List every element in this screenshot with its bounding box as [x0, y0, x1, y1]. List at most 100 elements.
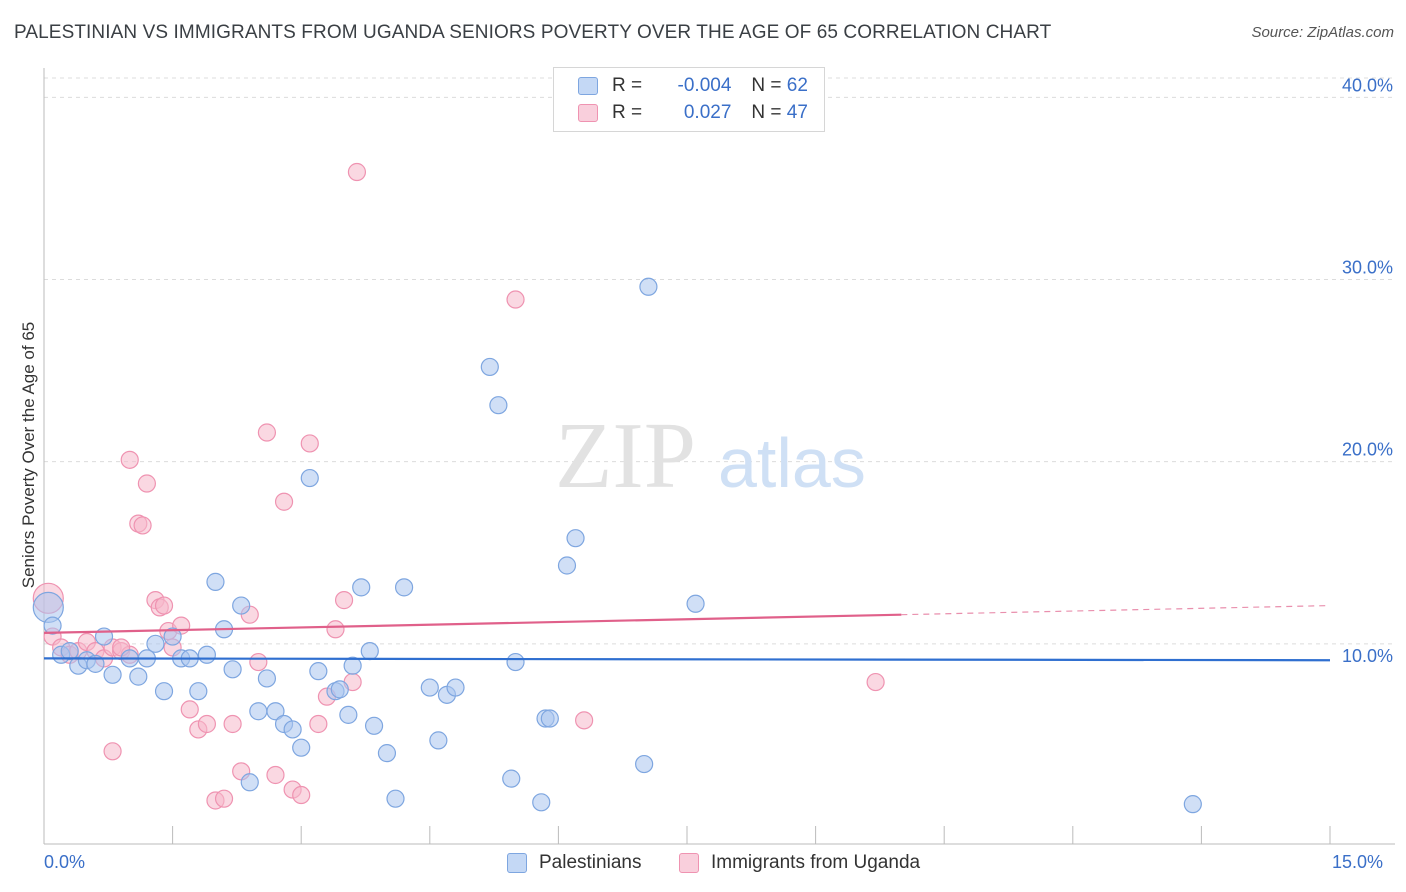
y-axis-label: Seniors Poverty Over the Age of 65 — [19, 321, 38, 589]
legend-row-uganda: R = 0.027 N = 47 — [578, 100, 808, 126]
bottom-legend-swatch-blue — [507, 853, 527, 873]
y-tick-label: 10.0% — [1342, 646, 1393, 666]
legend-n-label: N = — [751, 102, 782, 123]
x-tick-min: 0.0% — [44, 852, 86, 872]
uganda-point — [120, 450, 139, 469]
palestinian-point — [206, 572, 225, 591]
legend-r-label: R = — [612, 75, 643, 96]
palestinian-point — [300, 468, 319, 488]
legend-r-value: 0.027 — [683, 102, 732, 123]
palestinian-point — [394, 578, 414, 597]
legend-n-value: 47 — [786, 102, 808, 123]
palestinian-point — [86, 654, 105, 673]
palestinian-point — [309, 662, 328, 681]
uganda-point — [249, 652, 268, 672]
uganda-point — [266, 765, 285, 785]
palestinian-point — [343, 656, 362, 675]
palestinian-point — [540, 709, 559, 728]
palestinian-point — [506, 652, 525, 672]
palestinian-point — [489, 396, 508, 415]
palestinian-point — [249, 702, 268, 721]
bottom-legend-uganda: Immigrants from Uganda — [679, 852, 920, 874]
uganda-point — [197, 714, 216, 734]
bottom-legend-palestinians: Palestinians — [507, 852, 641, 874]
palestinian-point — [189, 682, 208, 701]
watermark-zip: ZIP — [555, 404, 696, 508]
palestinian-point — [330, 680, 349, 699]
legend-n-value: 62 — [786, 75, 808, 96]
watermark-atlas: atlas — [718, 424, 866, 502]
palestinian-point — [129, 667, 148, 686]
bottom-legend-label: Palestinians — [539, 852, 642, 873]
palestinian-point — [557, 556, 577, 575]
uganda-point — [274, 492, 294, 511]
uganda-point — [334, 591, 354, 610]
y-tick-labels: 10.0% 20.0% 30.0% 40.0% — [1342, 75, 1393, 666]
uganda-point — [575, 711, 594, 730]
uganda-point — [347, 162, 367, 182]
palestinian-point — [283, 720, 302, 739]
palestinian-point — [364, 716, 384, 735]
series-palestinians-points — [32, 277, 1202, 814]
palestinian-point — [197, 645, 216, 664]
axes — [43, 68, 1395, 845]
palestinian-point — [103, 665, 122, 684]
palestinian-point — [60, 642, 79, 661]
legend-swatch-pink — [578, 104, 598, 122]
legend-r-label: R = — [612, 102, 643, 123]
palestinian-point — [232, 596, 251, 615]
y-tick-label: 40.0% — [1342, 75, 1393, 95]
palestinian-point — [686, 594, 705, 613]
uganda-point — [300, 434, 319, 453]
palestinian-point — [377, 744, 397, 763]
gridlines — [44, 77, 1395, 645]
palestinian-point — [292, 738, 311, 757]
correlation-legend: R = -0.004 N = 62 R = 0.027 N = 47 — [553, 67, 825, 132]
palestinian-point — [502, 769, 521, 788]
uganda-point — [133, 516, 152, 535]
bottom-legend-swatch-pink — [679, 853, 699, 873]
y-tick-label: 30.0% — [1342, 257, 1393, 277]
uganda-point — [326, 620, 345, 639]
palestinian-point — [266, 702, 285, 721]
palestinian-point — [446, 678, 465, 697]
palestinian-point — [532, 793, 551, 812]
bottom-legend-label: Immigrants from Uganda — [711, 852, 921, 873]
palestinian-point — [639, 277, 658, 296]
uganda-point — [214, 789, 234, 808]
palestinian-point — [240, 773, 259, 792]
uganda-point — [257, 423, 277, 442]
uganda-point — [103, 742, 122, 761]
trend-lines — [43, 604, 1331, 662]
palestinian-point — [146, 634, 165, 653]
y-tick-label: 20.0% — [1342, 440, 1393, 460]
palestinian-point — [43, 616, 62, 635]
uganda-point — [180, 700, 199, 719]
x-tick-max: 15.0% — [1332, 852, 1384, 872]
watermark: ZIP atlas — [555, 404, 866, 508]
trend-line-uganda — [43, 613, 902, 635]
uganda-point — [309, 714, 328, 734]
chart-title: PALESTINIAN VS IMMIGRANTS FROM UGANDA SE… — [14, 22, 1052, 43]
palestinian-point — [429, 731, 448, 750]
legend-n-label: N = — [751, 75, 782, 96]
uganda-point — [137, 474, 156, 493]
palestinian-point — [154, 682, 174, 701]
uganda-point — [292, 785, 311, 805]
palestinian-point — [386, 789, 405, 808]
uganda-point — [506, 290, 525, 309]
trend-line-palestinians — [43, 657, 1331, 662]
palestinian-point — [480, 357, 499, 377]
palestinian-point — [223, 660, 242, 679]
palestinian-point — [339, 705, 358, 724]
palestinian-point — [420, 678, 439, 697]
trend-line-uganda-extension — [901, 604, 1331, 616]
palestinian-point — [163, 627, 182, 646]
uganda-point — [154, 596, 174, 615]
palestinian-point — [360, 642, 379, 661]
uganda-point — [866, 672, 885, 692]
uganda-point — [223, 714, 242, 734]
source-label: Source: ZipAtlas.com — [1251, 24, 1394, 41]
palestinian-point — [635, 754, 654, 774]
